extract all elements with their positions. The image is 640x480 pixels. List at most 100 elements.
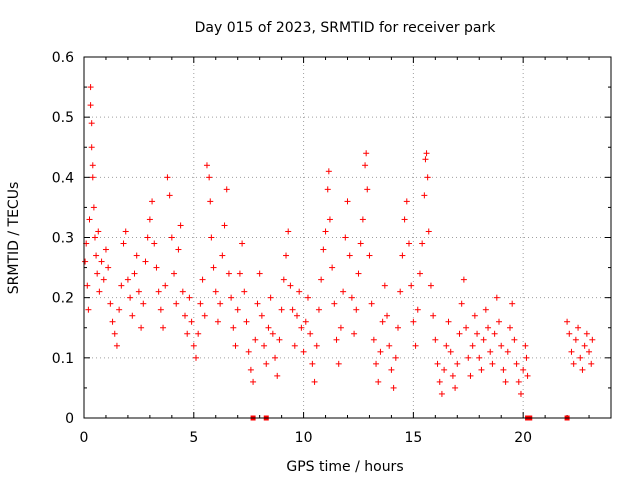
data-point	[247, 366, 254, 373]
data-point	[190, 342, 197, 349]
data-point	[274, 372, 281, 379]
data-point	[500, 366, 507, 373]
data-point	[276, 336, 283, 343]
data-point	[434, 360, 441, 367]
data-point	[138, 324, 145, 331]
data-point	[340, 288, 347, 295]
data-point	[315, 306, 322, 313]
data-point	[381, 282, 388, 289]
data-point	[263, 360, 270, 367]
data-point	[254, 300, 261, 307]
data-point	[133, 252, 140, 259]
data-point	[491, 330, 498, 337]
data-point	[98, 258, 105, 265]
data-point	[302, 318, 309, 325]
data-point	[109, 318, 116, 325]
data-point	[331, 300, 338, 307]
data-point	[355, 270, 362, 277]
data-point	[335, 360, 342, 367]
data-point	[493, 294, 500, 301]
data-point	[135, 288, 142, 295]
data-point	[424, 174, 431, 181]
data-point	[570, 360, 577, 367]
data-point	[348, 294, 355, 301]
y-tick-label: 0.6	[52, 50, 74, 66]
data-point	[100, 276, 107, 283]
data-point	[207, 198, 214, 205]
data-point	[252, 336, 259, 343]
data-point	[272, 354, 279, 361]
data-point	[583, 330, 590, 337]
data-point	[192, 354, 199, 361]
data-point	[300, 348, 307, 355]
x-tick-label: 20	[514, 430, 532, 446]
y-axis-label: SRMTID / TECUs	[6, 182, 22, 295]
data-point	[179, 288, 186, 295]
data-point	[223, 186, 230, 193]
data-point	[366, 252, 373, 259]
data-point	[210, 264, 217, 271]
y-tick-label: 0.5	[52, 110, 74, 126]
data-point	[188, 318, 195, 325]
data-point	[124, 276, 131, 283]
data-point	[313, 342, 320, 349]
data-point	[173, 300, 180, 307]
data-point	[414, 306, 421, 313]
data-point	[168, 234, 175, 241]
data-point	[487, 348, 494, 355]
data-point	[474, 330, 481, 337]
data-point	[164, 174, 171, 181]
data-point	[96, 288, 103, 295]
data-point	[127, 294, 134, 301]
data-point	[111, 330, 118, 337]
data-point	[293, 312, 300, 319]
data-point	[261, 342, 268, 349]
data-point	[129, 312, 136, 319]
data-point	[445, 318, 452, 325]
data-point	[320, 246, 327, 253]
data-point	[219, 252, 226, 259]
data-point	[326, 216, 333, 223]
data-point	[280, 276, 287, 283]
data-point	[405, 240, 412, 247]
x-tick-label: 5	[189, 430, 198, 446]
data-point	[351, 330, 358, 337]
data-point	[517, 390, 524, 397]
data-point	[267, 294, 274, 301]
data-point	[496, 318, 503, 325]
data-point	[87, 84, 94, 91]
data-point	[480, 336, 487, 343]
data-point	[311, 378, 318, 385]
data-point	[206, 174, 213, 181]
data-point	[91, 234, 98, 241]
data-point	[131, 270, 138, 277]
data-point	[186, 294, 193, 301]
data-point	[489, 360, 496, 367]
data-point	[344, 198, 351, 205]
data-point	[362, 162, 369, 169]
data-point	[441, 366, 448, 373]
data-point	[401, 216, 408, 223]
data-point	[581, 342, 588, 349]
data-point	[467, 372, 474, 379]
data-point	[399, 252, 406, 259]
data-point	[291, 342, 298, 349]
data-point	[171, 270, 178, 277]
data-point	[265, 324, 272, 331]
data-point	[175, 246, 182, 253]
data-point	[93, 252, 100, 259]
data-point	[285, 228, 292, 235]
data-point	[363, 150, 370, 157]
data-point	[94, 270, 101, 277]
data-point	[386, 342, 393, 349]
data-point	[256, 270, 263, 277]
data-point	[515, 378, 522, 385]
data-point	[460, 276, 467, 283]
data-point	[337, 324, 344, 331]
data-point	[438, 390, 445, 397]
data-point	[90, 204, 97, 211]
data-point	[84, 282, 91, 289]
data-point	[166, 192, 173, 199]
data-point	[390, 384, 397, 391]
data-point	[520, 366, 527, 373]
